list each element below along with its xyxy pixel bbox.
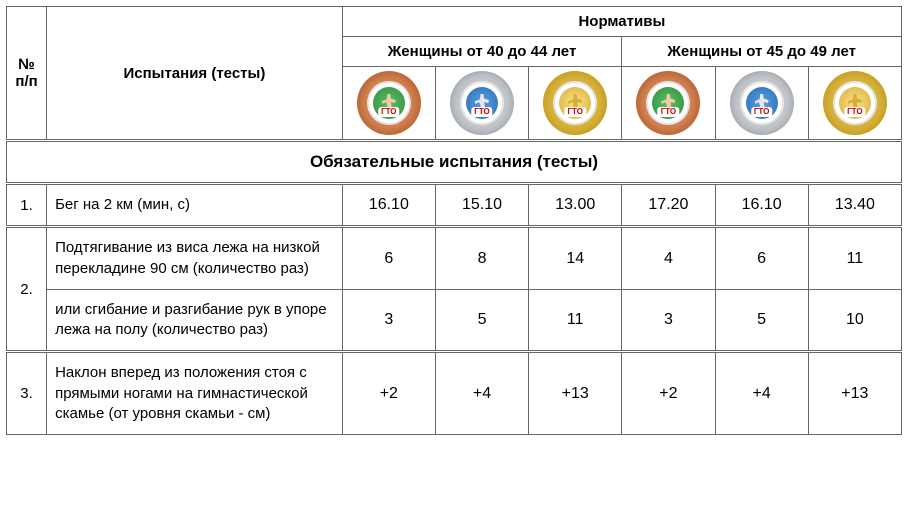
value-cell: 3 (622, 289, 715, 352)
badge-gold-g1: ГТО (529, 67, 622, 141)
value-cell: 14 (529, 227, 622, 290)
value-cell: +2 (342, 352, 435, 435)
col-header-standards: Нормативы (342, 7, 901, 37)
value-cell: 8 (435, 227, 528, 290)
section-row: Обязательные испытания (тесты) (7, 141, 902, 184)
table-row: 2. Подтягивание из виса лежа на низкой п… (7, 227, 902, 290)
value-cell: 13.40 (808, 184, 901, 227)
header-row-1: № п/п Испытания (тесты) Нормативы (7, 7, 902, 37)
value-cell: +4 (715, 352, 808, 435)
value-cell: +4 (435, 352, 528, 435)
value-cell: 4 (622, 227, 715, 290)
badge-silver-g1: ГТО (435, 67, 528, 141)
standards-table: № п/п Испытания (тесты) Нормативы Женщин… (6, 6, 902, 435)
value-cell: +13 (808, 352, 901, 435)
table-row: 1. Бег на 2 км (мин, с) 16.10 15.10 13.0… (7, 184, 902, 227)
badge-bronze-g2: ГТО (622, 67, 715, 141)
badge-bronze-g1: ГТО (342, 67, 435, 141)
row-number: 2. (7, 227, 47, 352)
row-number: 1. (7, 184, 47, 227)
value-cell: 5 (435, 289, 528, 352)
value-cell: 11 (808, 227, 901, 290)
section-title: Обязательные испытания (тесты) (7, 141, 902, 184)
value-cell: 13.00 (529, 184, 622, 227)
badge-silver-g2: ГТО (715, 67, 808, 141)
value-cell: 5 (715, 289, 808, 352)
value-cell: 17.20 (622, 184, 715, 227)
test-name: Наклон вперед из положения стоя с прямым… (47, 352, 343, 435)
value-cell: 10 (808, 289, 901, 352)
row-number: 3. (7, 352, 47, 435)
col-header-number: № п/п (7, 7, 47, 141)
value-cell: 16.10 (715, 184, 808, 227)
col-header-tests: Испытания (тесты) (47, 7, 343, 141)
table-row: 3. Наклон вперед из положения стоя с пря… (7, 352, 902, 435)
value-cell: 6 (342, 227, 435, 290)
test-name: Бег на 2 км (мин, с) (47, 184, 343, 227)
table-row: или сгибание и разгибание рук в упоре ле… (7, 289, 902, 352)
value-cell: 15.10 (435, 184, 528, 227)
test-name: или сгибание и разгибание рук в упоре ле… (47, 289, 343, 352)
value-cell: 16.10 (342, 184, 435, 227)
value-cell: 6 (715, 227, 808, 290)
test-name: Подтягивание из виса лежа на низкой пере… (47, 227, 343, 290)
col-header-group2: Женщины от 45 до 49 лет (622, 37, 902, 67)
col-header-group1: Женщины от 40 до 44 лет (342, 37, 622, 67)
badge-gold-g2: ГТО (808, 67, 901, 141)
value-cell: 3 (342, 289, 435, 352)
value-cell: +2 (622, 352, 715, 435)
value-cell: 11 (529, 289, 622, 352)
value-cell: +13 (529, 352, 622, 435)
